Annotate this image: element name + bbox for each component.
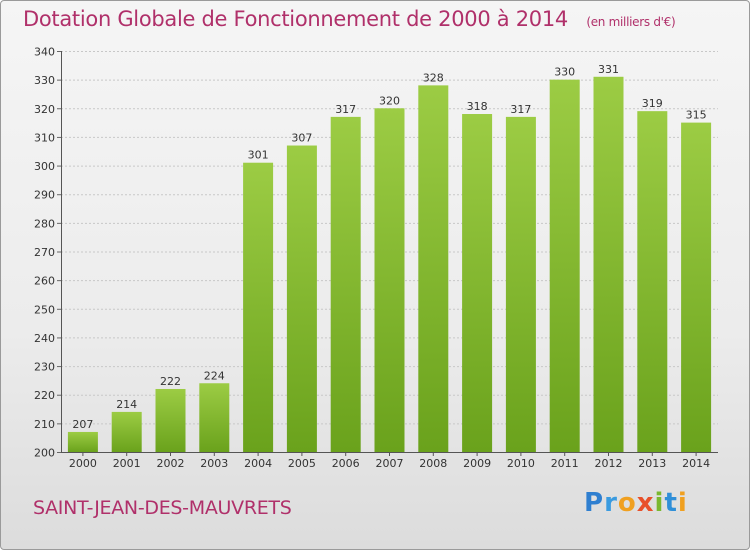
y-tick-label: 260 [34,275,55,288]
y-tick-label: 280 [34,217,55,230]
y-tick-label: 210 [34,418,55,431]
logo-letter: i [654,488,665,518]
title-text: Dotation Globale de Fonctionnement de 20… [23,7,568,31]
proxiti-logo: Proxiti [584,488,688,518]
x-tick-label: 2007 [376,457,404,470]
y-tick-label: 230 [34,361,55,374]
bar [681,122,712,452]
bar [67,431,98,452]
data-label: 224 [204,369,225,382]
x-tick-label: 2009 [463,457,491,470]
logo-letter: t [664,488,678,518]
data-label: 318 [467,100,488,113]
bars [67,76,712,453]
y-tick-label: 340 [34,46,55,59]
x-tick-label: 2010 [507,457,535,470]
data-label: 328 [423,71,444,84]
logo-letter: x [636,488,655,518]
x-tick-label: 2005 [288,457,316,470]
x-tick-label: 2003 [200,457,228,470]
bar [199,383,230,452]
data-label: 301 [248,149,269,162]
data-label: 315 [686,109,707,122]
x-tick-label: 2004 [244,457,272,470]
x-tick-label: 2008 [419,457,447,470]
y-tick-label: 250 [34,303,55,316]
x-tick-label: 2002 [157,457,185,470]
bar [286,145,317,452]
y-tick-label: 330 [34,74,55,87]
x-tick-label: 2000 [69,457,97,470]
data-label: 319 [642,97,663,110]
bar [418,85,449,452]
x-tick-label: 2011 [551,457,579,470]
data-label: 317 [335,103,356,116]
labels: 207 214 222 224 301 307 317 320 328 318 317 330 331 3… [72,63,706,431]
bar [243,162,274,452]
y-tick-label: 320 [34,103,55,116]
commune-name: SAINT-JEAN-DES-MAUVRETS [33,497,292,519]
units-label: (en milliers d'€) [586,15,676,29]
bar [593,76,624,453]
bar [549,79,580,453]
y-tick-label: 310 [34,131,55,144]
x-tick-label: 2014 [682,457,710,470]
data-label: 307 [291,132,312,145]
x-tick-label: 2006 [332,457,360,470]
bar [374,108,405,453]
logo-letter: o [617,488,637,518]
y-tick-label: 220 [34,389,55,402]
bar [111,411,142,452]
y-tick-label: 200 [34,447,55,460]
y-tick-label: 270 [34,246,55,259]
bar [637,111,668,453]
data-label: 320 [379,94,400,107]
data-label: 331 [598,63,619,76]
x-tick-label: 2013 [638,457,666,470]
logo-letter: r [604,488,618,518]
bar [330,116,361,452]
data-label: 330 [554,66,575,79]
data-label: 317 [510,103,531,116]
y-tick-label: 290 [34,189,55,202]
bar [155,388,186,452]
y-tick-label: 300 [34,160,55,173]
bar [505,116,536,452]
data-label: 214 [116,398,137,411]
axes: 200 210 220 230 240 250 260 270 280 290 300 310 320 3… [34,46,718,470]
data-label: 207 [72,418,93,431]
x-tick-label: 2012 [595,457,623,470]
y-tick-label: 240 [34,332,55,345]
logo-letter: P [584,488,605,518]
bar [462,114,493,452]
x-tick-label: 2001 [113,457,141,470]
data-label: 222 [160,375,181,388]
logo-letter: i [677,488,688,518]
chart-title: Dotation Globale de Fonctionnement de 20… [23,7,676,31]
